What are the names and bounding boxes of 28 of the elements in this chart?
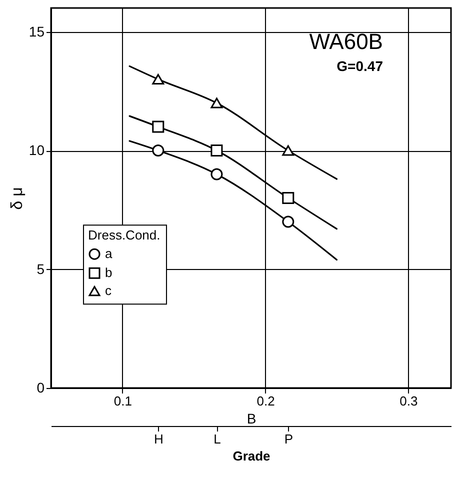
annotation: WA60B (309, 29, 383, 54)
y-tick-label: 15 (28, 23, 45, 40)
y-tick-label: 0 (36, 380, 45, 396)
point (210, 98, 223, 108)
legend-label: c (105, 283, 112, 298)
text: H (154, 432, 164, 446)
point (210, 144, 223, 156)
point (152, 144, 164, 156)
x-axis-title: B (246, 410, 256, 426)
y-tick-label: 5 (36, 260, 45, 277)
annotation: G=0.47 (336, 58, 384, 74)
x-tick-label: 0.3 (400, 394, 418, 408)
text: L (214, 432, 221, 446)
legend-title: Dress.Cond. (88, 228, 160, 243)
x-tick-label: 0.1 (114, 394, 132, 408)
point (282, 192, 294, 204)
point (152, 74, 164, 85)
legend-label: b (105, 265, 112, 280)
text: P (284, 432, 293, 446)
legend-label: a (105, 246, 113, 262)
y-axis-title: δ μ (8, 187, 26, 210)
point (210, 168, 223, 180)
point (282, 145, 294, 156)
x2-axis-title: Grade (232, 448, 270, 464)
x-tick-label: 0.2 (256, 394, 275, 408)
point (282, 216, 294, 228)
y-tick-label: 10 (28, 142, 45, 158)
point (152, 120, 164, 133)
